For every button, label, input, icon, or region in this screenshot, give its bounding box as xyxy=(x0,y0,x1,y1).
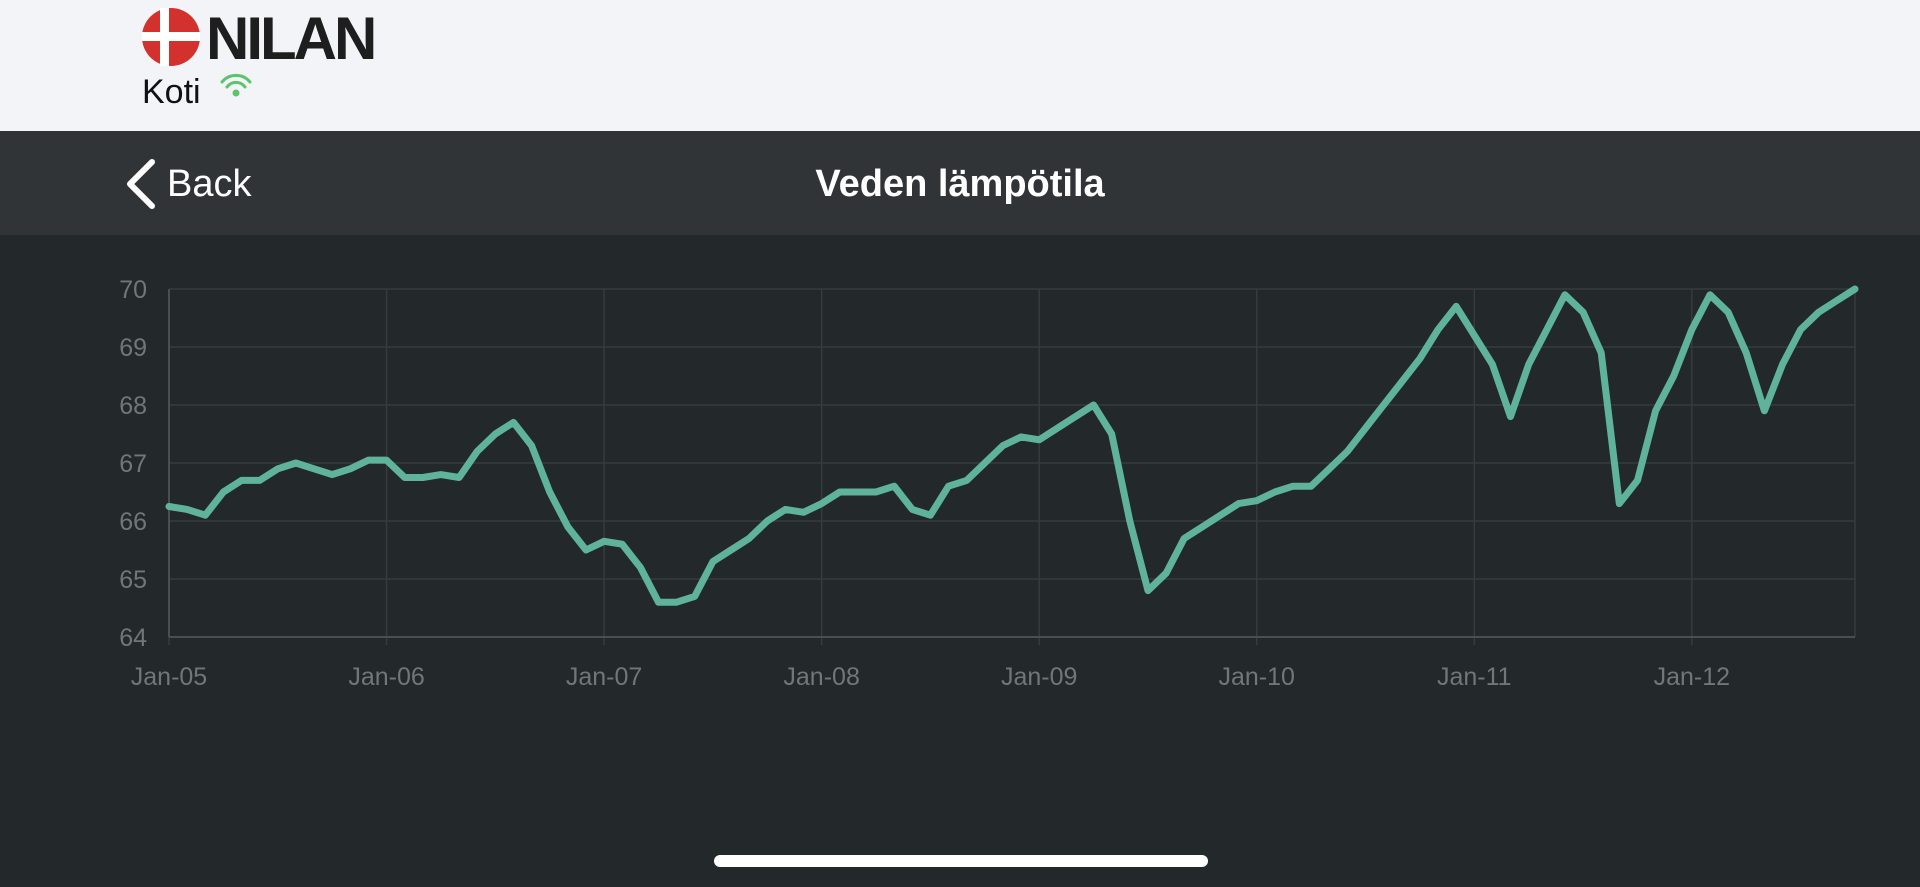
plot: 64 65 66 67 68 69 70 Jan-05 Jan-06 Jan-07 Jan-08 Ja… xyxy=(119,276,1859,691)
x-tick-label: Jan-05 xyxy=(131,663,207,691)
x-tick-label: Jan-09 xyxy=(1001,663,1077,691)
y-tick-label: 68 xyxy=(119,392,147,420)
data-line xyxy=(165,285,1859,606)
x-tick-label: Jan-11 xyxy=(1437,663,1512,691)
back-label[interactable]: Back xyxy=(167,163,252,205)
logo-cross xyxy=(160,8,169,66)
logo: NILAN xyxy=(142,5,377,72)
back-button[interactable]: Back xyxy=(127,159,252,209)
y-tick-label: 64 xyxy=(119,624,147,652)
y-tick-label: 70 xyxy=(119,276,147,304)
logo-cross xyxy=(142,32,200,41)
location: Koti xyxy=(142,73,201,111)
x-tick-label: Jan-08 xyxy=(783,663,859,691)
y-tick-label: 66 xyxy=(119,508,147,536)
y-tick-label: 67 xyxy=(119,450,147,478)
brand: NILAN xyxy=(206,5,374,72)
x-tick-label: Jan-06 xyxy=(348,663,424,691)
back-chevron[interactable] xyxy=(127,159,155,209)
x-tick-label: Jan-12 xyxy=(1654,663,1730,691)
y-tick-label: 65 xyxy=(119,566,147,594)
x-tick-label: Jan-07 xyxy=(566,663,642,691)
nav-bar xyxy=(0,131,1920,235)
wifi-icon xyxy=(220,73,252,97)
header-bg xyxy=(0,0,1920,131)
y-tick-label: 69 xyxy=(119,334,147,362)
home-indicator xyxy=(714,855,1208,867)
x-tick-label: Jan-10 xyxy=(1219,663,1295,691)
chart-title: Veden lämpötila xyxy=(815,163,1105,205)
